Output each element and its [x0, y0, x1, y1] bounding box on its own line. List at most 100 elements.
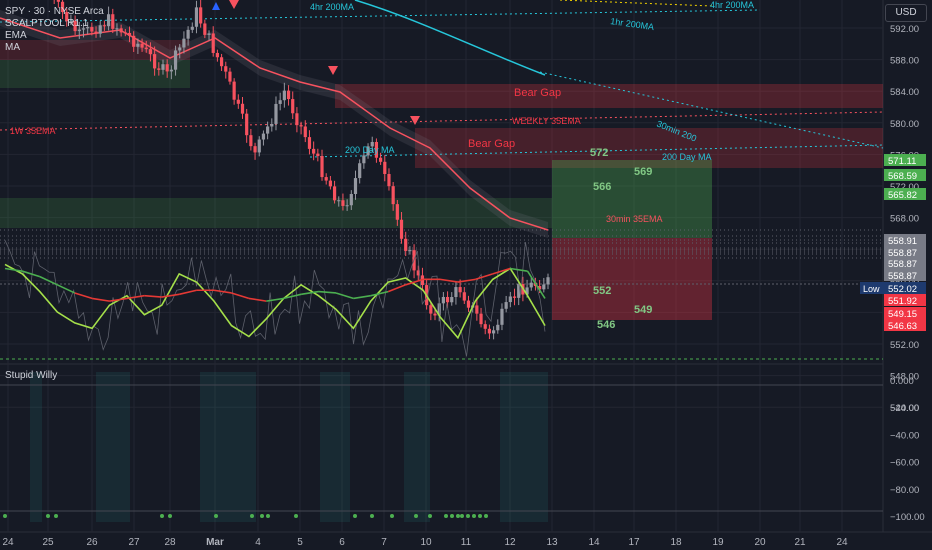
candle-down [429, 305, 433, 314]
price-label: 558.87 [888, 271, 917, 282]
candle-down [203, 23, 207, 35]
candle-down [232, 81, 236, 100]
candle-up [362, 155, 366, 164]
price-label: 551.92 [888, 296, 917, 307]
annotation-label: 4hr 200MA [310, 2, 354, 12]
price-label: 549.15 [888, 309, 917, 320]
candle-up [408, 250, 412, 252]
time-tick-label: 6 [339, 537, 345, 548]
indicator-ema[interactable]: EMA [5, 30, 27, 41]
candle-down [320, 156, 324, 178]
candle-up [266, 126, 270, 134]
oscillator-highlight [30, 372, 42, 522]
candle-down [144, 47, 148, 50]
candle-up [178, 47, 182, 51]
candle-down [391, 186, 395, 205]
price-label-box [884, 188, 926, 200]
price-label-box [884, 154, 926, 166]
oscillator-slow-line [370, 290, 389, 297]
oscillator-slow-line [22, 270, 41, 278]
candle-up [194, 7, 199, 27]
target-label: 549 [634, 304, 652, 316]
candle-up [441, 296, 445, 304]
time-tick-label: 18 [670, 537, 682, 548]
candle-down [475, 305, 479, 314]
candle-down [132, 35, 136, 47]
signal-dot [250, 514, 254, 518]
oscillator-tick-label: −20.00 [890, 403, 919, 414]
candle-up [450, 297, 454, 303]
target-long-zone [552, 160, 712, 238]
price-label: 552.02 [888, 284, 917, 295]
price-tick-label: 592.00 [890, 24, 919, 35]
candle-up [525, 287, 529, 295]
candle-up [529, 282, 533, 288]
candle-down [483, 324, 487, 329]
signal-dot [444, 514, 448, 518]
target-label: 566 [593, 181, 611, 193]
oscillator-tick-label: 0.000 [890, 376, 914, 387]
candle-up [282, 90, 286, 101]
indicator-ma[interactable]: MA [5, 42, 20, 53]
candle-down [316, 153, 320, 157]
currency-button[interactable]: USD [885, 4, 927, 22]
time-tick-label: 27 [128, 537, 140, 548]
price-tick-label: 572.00 [890, 182, 919, 193]
candle-up [508, 296, 512, 303]
bear-gap-zone [415, 128, 883, 168]
oscillator-slow-line [301, 290, 319, 296]
ma-line-30min [539, 71, 884, 149]
candle-down [123, 32, 127, 34]
candle-up [370, 141, 374, 147]
candle-up [106, 14, 111, 27]
candle-down [127, 32, 132, 36]
oscillator-tick-label: −60.00 [890, 458, 919, 469]
candle-down [228, 71, 232, 82]
symbol-title: SPY · 30 · NYSE Arca [5, 6, 104, 17]
candle-up [337, 200, 341, 202]
candle-down [90, 27, 94, 32]
candle-down [291, 99, 295, 114]
oscillator-slow-line [231, 292, 250, 300]
signal-dot [390, 514, 394, 518]
candle-down [224, 66, 228, 72]
candle-down [462, 292, 466, 301]
oscillator-title[interactable]: Stupid Willy [5, 370, 58, 381]
candle-down [286, 90, 291, 100]
ma-line-200day [309, 144, 884, 158]
price-label-box [884, 269, 926, 281]
oscillator-slow-line [335, 292, 354, 300]
sell-signal-marker [229, 0, 239, 9]
candle-down [295, 113, 299, 126]
low-tag-box [860, 282, 884, 294]
price-label: 558.91 [888, 236, 917, 247]
price-label-box [884, 319, 926, 331]
candle-down [253, 146, 257, 153]
annotation-label: Bear Gap [514, 87, 561, 99]
oscillator-slow-line [144, 294, 162, 298]
annotation-label: 30min 35EMA [606, 214, 663, 224]
buy-signal-marker [212, 2, 220, 10]
candle-up [500, 308, 504, 325]
ma-line-4hr [0, 9, 761, 23]
candle-down [303, 126, 307, 138]
signal-dot [260, 514, 264, 518]
candle-up [161, 64, 165, 70]
candle-up [454, 287, 458, 298]
demand-zone [0, 198, 552, 228]
candle-down [383, 161, 387, 175]
candle-down [487, 328, 492, 334]
candle-up [546, 277, 550, 285]
oscillator-tick-label: −80.00 [890, 485, 919, 496]
candle-up [349, 194, 353, 206]
oscillator-slow-line [440, 278, 459, 283]
indicator-scalptool[interactable]: SCALPTOOL R1.1 [5, 18, 89, 29]
price-tick-label: 544.00 [890, 403, 919, 414]
oscillator-raw-line [4, 240, 546, 357]
oscillator-slow-line [126, 294, 145, 300]
oscillator-slow-line [56, 284, 76, 294]
candle-down [199, 7, 203, 24]
oscillator-slow-line [353, 294, 371, 300]
candle-down [395, 204, 399, 220]
